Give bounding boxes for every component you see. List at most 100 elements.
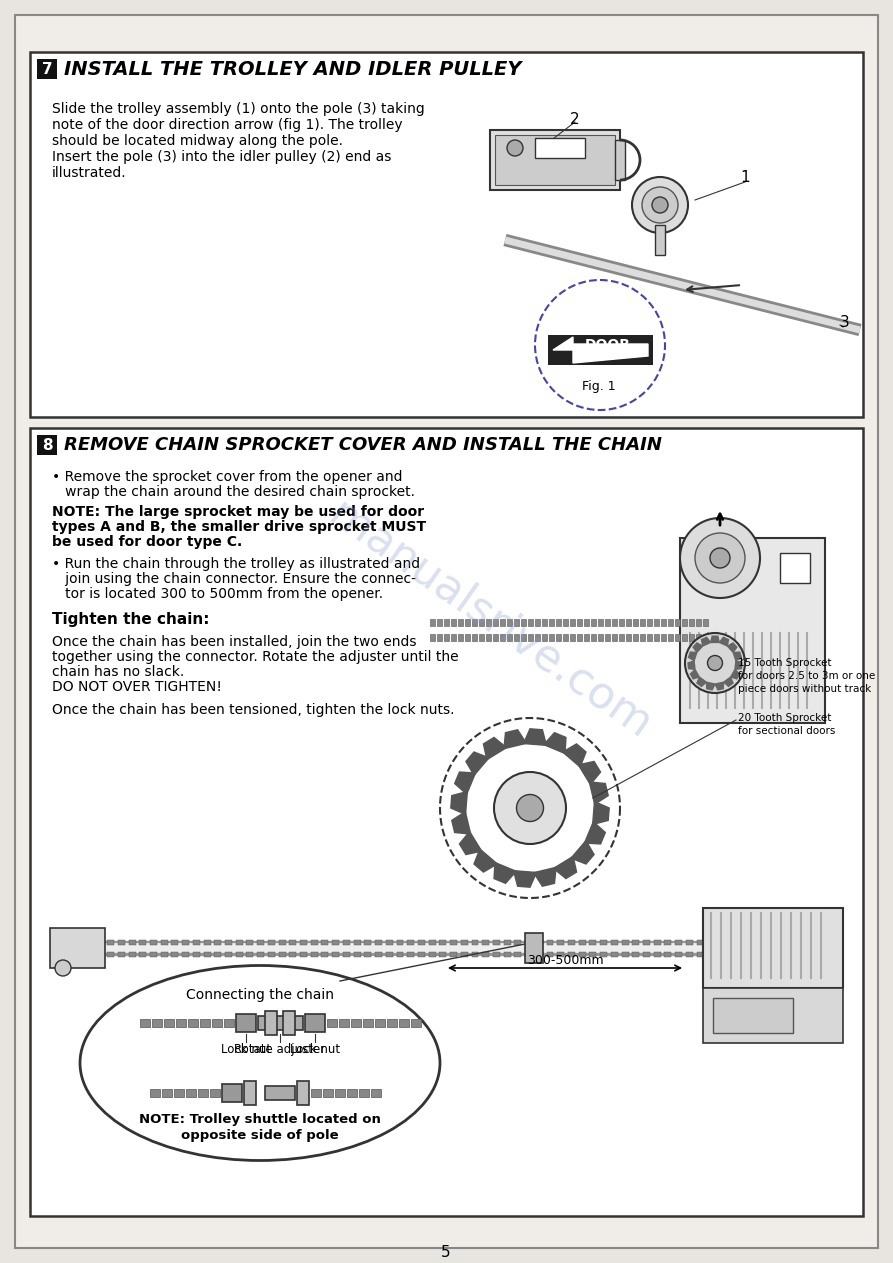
Bar	[193, 940, 200, 945]
Text: for sectional doors: for sectional doors	[738, 726, 835, 736]
Text: 15 Tooth Sprocket: 15 Tooth Sprocket	[738, 658, 831, 668]
Bar	[411, 1019, 421, 1027]
Bar	[482, 952, 489, 957]
Bar	[591, 634, 596, 642]
Bar	[479, 634, 484, 642]
Bar	[611, 952, 618, 957]
Bar	[465, 634, 470, 642]
Bar	[568, 940, 575, 945]
Bar	[407, 940, 414, 945]
Bar	[225, 940, 232, 945]
Bar	[96, 952, 104, 957]
Polygon shape	[585, 822, 605, 844]
Bar	[713, 998, 793, 1033]
Bar	[429, 952, 436, 957]
Bar	[96, 940, 104, 945]
Text: together using the connector. Rotate the adjuster until the: together using the connector. Rotate the…	[52, 650, 459, 664]
Polygon shape	[494, 863, 516, 883]
Polygon shape	[523, 729, 547, 745]
Text: 20 Tooth Sprocket: 20 Tooth Sprocket	[738, 714, 831, 722]
Bar	[174, 1089, 184, 1098]
Bar	[696, 619, 701, 626]
Bar	[386, 940, 393, 945]
Polygon shape	[563, 744, 586, 767]
Bar	[668, 634, 673, 642]
Bar	[224, 1019, 234, 1027]
Text: Once the chain has been installed, join the two ends: Once the chain has been installed, join …	[52, 635, 416, 649]
Bar	[703, 634, 708, 642]
Bar	[140, 1019, 150, 1027]
Bar	[343, 940, 350, 945]
Polygon shape	[715, 682, 723, 690]
Polygon shape	[474, 849, 497, 871]
Bar	[451, 634, 456, 642]
Polygon shape	[483, 738, 506, 759]
Bar	[225, 952, 232, 957]
Bar	[236, 952, 243, 957]
Bar	[418, 952, 425, 957]
Bar	[268, 940, 275, 945]
Bar	[375, 1019, 385, 1027]
Bar	[570, 619, 575, 626]
Bar	[458, 634, 463, 642]
Text: Lock nut: Lock nut	[290, 1043, 340, 1056]
Circle shape	[695, 533, 745, 584]
Bar	[643, 952, 650, 957]
Polygon shape	[730, 669, 739, 679]
Bar	[689, 634, 694, 642]
Bar	[204, 952, 211, 957]
Bar	[118, 940, 125, 945]
Bar	[521, 619, 526, 626]
Bar	[364, 952, 371, 957]
Text: Slide the trolley assembly (1) onto the pole (3) taking: Slide the trolley assembly (1) onto the …	[52, 102, 425, 116]
Text: NOTE: The large sprocket may be used for door: NOTE: The large sprocket may be used for…	[52, 505, 424, 519]
Bar	[139, 940, 146, 945]
Bar	[697, 952, 704, 957]
Bar	[257, 940, 264, 945]
Bar	[675, 634, 680, 642]
Bar	[605, 634, 610, 642]
Bar	[703, 619, 708, 626]
Bar	[655, 225, 665, 255]
Bar	[633, 634, 638, 642]
Text: chain has no slack.: chain has no slack.	[52, 666, 184, 679]
Circle shape	[685, 633, 745, 693]
Bar	[654, 952, 661, 957]
Bar	[343, 952, 350, 957]
Bar	[236, 940, 243, 945]
Bar	[461, 940, 468, 945]
Bar	[611, 940, 618, 945]
Bar	[359, 1089, 369, 1098]
Bar	[399, 1019, 409, 1027]
Bar	[626, 619, 630, 626]
Bar	[386, 952, 393, 957]
Bar	[214, 940, 221, 945]
Text: illustrated.: illustrated.	[52, 165, 127, 181]
Bar	[458, 619, 463, 626]
Bar	[363, 1019, 373, 1027]
Bar	[682, 634, 687, 642]
Bar	[536, 940, 543, 945]
Bar	[171, 940, 179, 945]
Bar	[579, 952, 586, 957]
Polygon shape	[451, 792, 467, 815]
Bar	[86, 940, 93, 945]
Bar	[407, 952, 414, 957]
Bar	[204, 940, 211, 945]
Bar	[680, 538, 825, 722]
Bar	[188, 1019, 198, 1027]
Polygon shape	[466, 751, 489, 775]
Bar	[528, 634, 533, 642]
Bar	[647, 619, 652, 626]
Bar	[364, 940, 371, 945]
Text: Fig. 1: Fig. 1	[582, 380, 615, 393]
Bar	[182, 940, 189, 945]
Bar	[387, 1019, 397, 1027]
Bar	[600, 940, 607, 945]
Bar	[150, 1089, 160, 1098]
Polygon shape	[720, 638, 729, 645]
Bar	[437, 634, 442, 642]
Bar	[461, 952, 468, 957]
Text: • Run the chain through the trolley as illustrated and: • Run the chain through the trolley as i…	[52, 557, 420, 571]
Text: for doors 2.5 to 3m or one: for doors 2.5 to 3m or one	[738, 671, 875, 681]
